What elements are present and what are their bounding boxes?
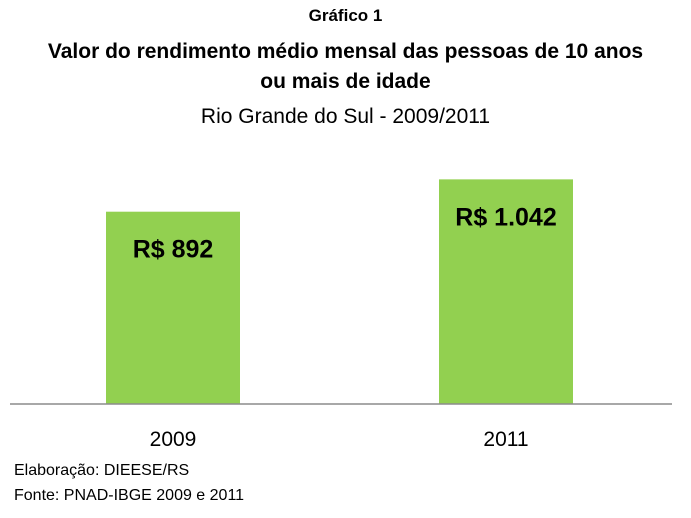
x-tick-label-2011: 2011 xyxy=(483,428,528,451)
x-tick-label-2009: 2009 xyxy=(150,428,197,451)
chart-title-line-2: ou mais de idade xyxy=(260,70,431,93)
data-label-2011: R$ 1.042 xyxy=(455,203,556,231)
footer-fonte: Fonte: PNAD-IBGE 2009 e 2011 xyxy=(14,487,245,504)
bar-2011 xyxy=(439,179,573,404)
footer-elaboracao: Elaboração: DIEESE/RS xyxy=(14,462,190,479)
chart-title-line-1: Valor do rendimento médio mensal das pes… xyxy=(47,40,644,63)
chart-label-number: Gráfico 1 xyxy=(308,6,383,25)
chart-subtitle: Rio Grande do Sul - 2009/2011 xyxy=(200,105,491,128)
data-label-2009: R$ 892 xyxy=(133,236,214,264)
bar-2009 xyxy=(106,211,240,404)
